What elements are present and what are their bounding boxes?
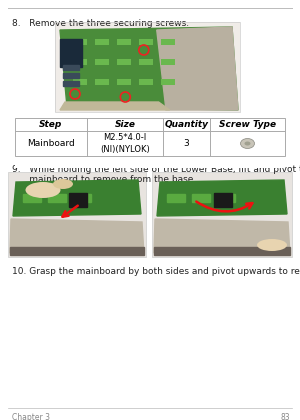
Text: mainboard to remove from the base.: mainboard to remove from the base.: [12, 174, 196, 184]
Ellipse shape: [241, 139, 254, 149]
Bar: [15, 118, 285, 156]
Bar: [95, 79, 109, 85]
Bar: [55, 22, 240, 112]
Bar: [161, 39, 175, 45]
Text: Step: Step: [39, 120, 63, 129]
Bar: [73, 79, 87, 85]
Bar: [63, 81, 79, 86]
Bar: [95, 39, 109, 45]
Bar: [95, 59, 109, 65]
Bar: [214, 193, 232, 207]
Bar: [161, 79, 175, 85]
Bar: [8, 172, 146, 257]
Bar: [154, 247, 290, 255]
Text: Chapter 3: Chapter 3: [12, 414, 50, 420]
Text: Quantity: Quantity: [164, 120, 208, 129]
Bar: [139, 79, 153, 85]
Text: 3: 3: [184, 139, 189, 148]
Text: Mainboard: Mainboard: [27, 139, 75, 148]
Polygon shape: [154, 219, 290, 255]
Bar: [60, 39, 82, 67]
Bar: [117, 59, 131, 65]
Bar: [73, 39, 87, 45]
Polygon shape: [60, 27, 238, 110]
Text: M2.5*4.0-I
(NI)(NYLOK): M2.5*4.0-I (NI)(NYLOK): [100, 134, 150, 154]
Bar: [63, 73, 79, 78]
Bar: [167, 194, 185, 202]
Polygon shape: [60, 102, 170, 110]
Polygon shape: [157, 180, 287, 216]
Bar: [23, 194, 41, 202]
Bar: [15, 143, 285, 168]
Polygon shape: [13, 180, 141, 216]
Bar: [63, 65, 79, 70]
Bar: [117, 39, 131, 45]
Bar: [117, 79, 131, 85]
Ellipse shape: [26, 182, 61, 198]
Text: 8.   Remove the three securing screws.: 8. Remove the three securing screws.: [12, 18, 189, 27]
Text: 10. Grasp the mainboard by both sides and pivot upwards to remove.: 10. Grasp the mainboard by both sides an…: [12, 267, 300, 276]
Bar: [69, 193, 87, 207]
Bar: [161, 59, 175, 65]
Text: Screw Type: Screw Type: [219, 120, 276, 129]
Bar: [192, 194, 210, 202]
Bar: [139, 59, 153, 65]
Ellipse shape: [257, 239, 287, 251]
Text: Size: Size: [115, 120, 136, 129]
Bar: [15, 143, 285, 156]
Bar: [10, 247, 144, 255]
Bar: [152, 172, 292, 257]
Bar: [48, 194, 66, 202]
Bar: [73, 59, 87, 65]
Polygon shape: [157, 27, 238, 110]
Text: 9.   While holding the left side of the Lower Base, lift and pivot the: 9. While holding the left side of the Lo…: [12, 165, 300, 173]
Bar: [217, 194, 235, 202]
Ellipse shape: [244, 142, 250, 145]
Polygon shape: [10, 219, 144, 255]
Ellipse shape: [53, 179, 73, 189]
Bar: [73, 194, 91, 202]
Text: 83: 83: [280, 414, 290, 420]
Bar: [55, 22, 240, 112]
Bar: [139, 39, 153, 45]
